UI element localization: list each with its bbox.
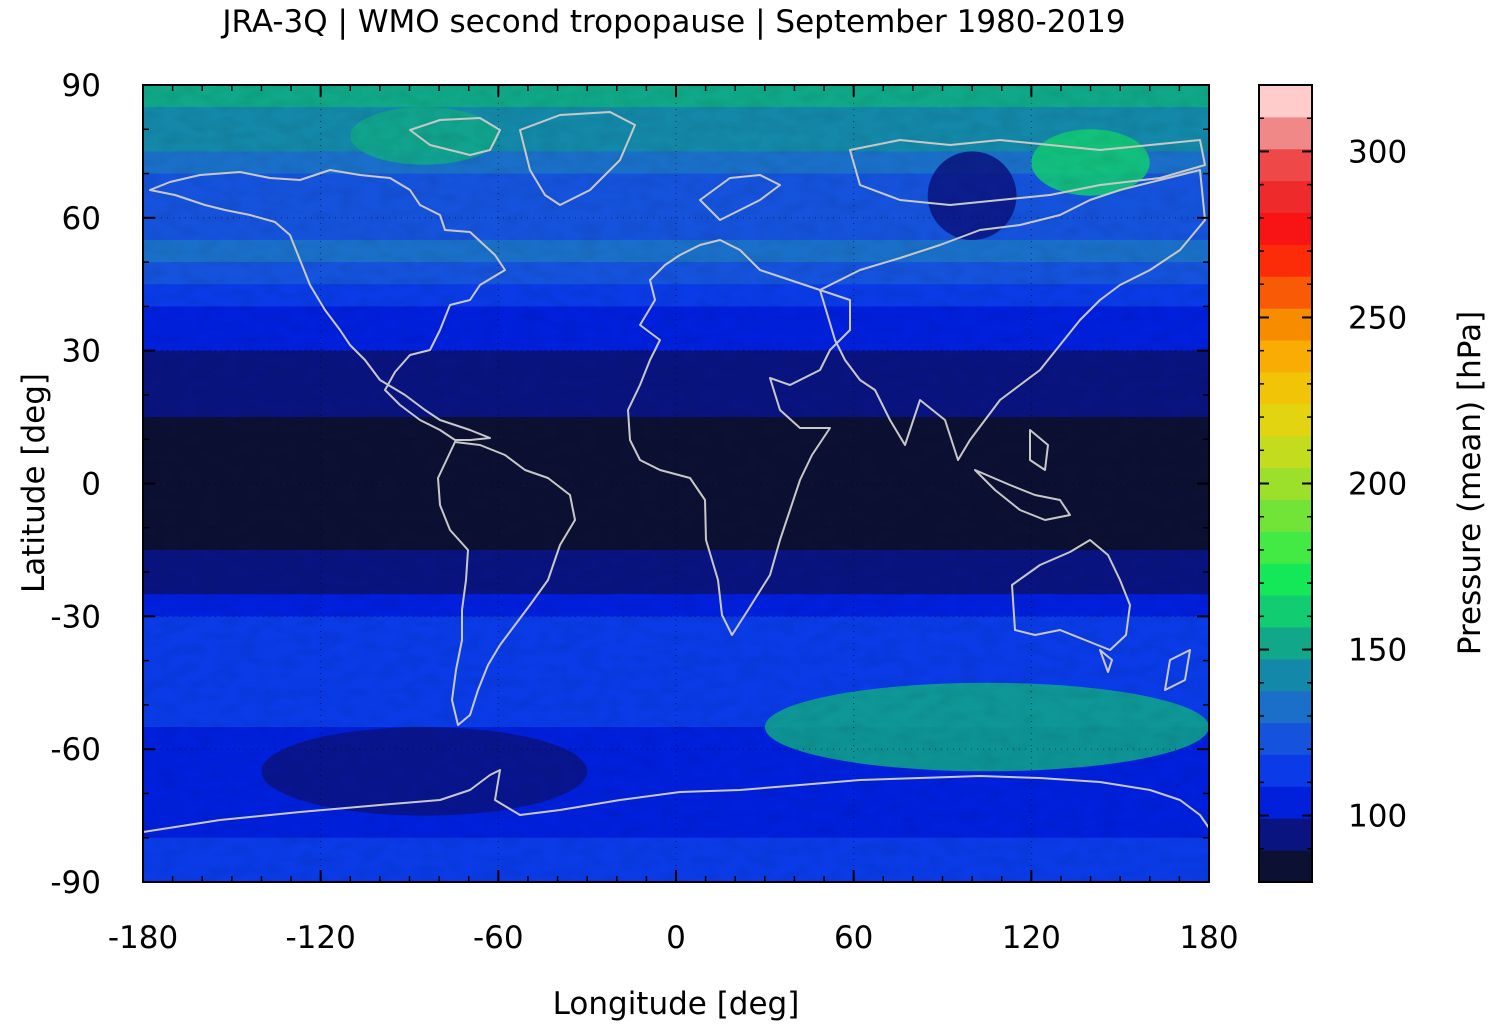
colorbar-ticks: 100 150 200 250 300	[1259, 84, 1407, 883]
colorbar-tick-label: 300	[1348, 134, 1407, 170]
x-tick-label: 120	[1002, 920, 1061, 956]
colorbar-swatch	[1259, 276, 1312, 309]
colorbar-swatch	[1259, 435, 1312, 469]
y-tick-label: -30	[50, 599, 101, 635]
colorbar-swatch	[1259, 244, 1312, 277]
chart-title: JRA-3Q | WMO second tropopause | Septemb…	[220, 4, 1125, 40]
colorbar-swatch	[1259, 690, 1312, 724]
colorbar-tick-label: 200	[1348, 467, 1407, 503]
colorbar-swatch	[1259, 563, 1312, 596]
y-tick-label: 30	[62, 334, 101, 370]
colorbar-swatch	[1259, 116, 1312, 150]
colorbar-swatch	[1259, 340, 1312, 373]
plot-area	[143, 85, 1209, 882]
colorbar-swatch	[1259, 499, 1312, 532]
colorbar-swatch	[1259, 148, 1312, 182]
colorbar-label: Pressure (mean) [hPa]	[1452, 311, 1488, 655]
colorbar-swatch	[1259, 818, 1312, 851]
colorbar-swatch	[1259, 85, 1312, 118]
colorbar-tick-label: 100	[1348, 799, 1407, 835]
colorbar-swatch	[1259, 212, 1312, 245]
y-tick-label: 60	[62, 201, 101, 237]
gridlines	[143, 85, 1209, 882]
x-tick-label: -120	[285, 920, 355, 956]
y-axis: 90 60 30 0 -30 -60 -90	[50, 68, 1209, 901]
colorbar-swatch	[1259, 371, 1312, 405]
x-tick-label: 0	[666, 920, 686, 956]
x-axis-label: Longitude [deg]	[553, 986, 800, 1022]
x-tick-label: -180	[108, 920, 178, 956]
colorbar-swatch	[1259, 308, 1312, 341]
colorbar-swatch	[1259, 722, 1312, 755]
x-tick-label: -60	[473, 920, 524, 956]
coastlines	[143, 111, 1209, 833]
y-tick-label: -60	[50, 732, 101, 768]
colorbar-swatch	[1259, 595, 1312, 628]
colorbar-swatch	[1259, 850, 1312, 883]
x-tick-label: 180	[1179, 920, 1238, 956]
x-tick-label: 60	[834, 920, 873, 956]
colorbar-swatch	[1259, 754, 1312, 787]
y-tick-label: -90	[50, 865, 101, 901]
colorbar-swatch	[1259, 531, 1312, 564]
colorbar-swatch	[1259, 786, 1312, 819]
y-tick-label: 90	[62, 68, 101, 104]
colorbar-swatch	[1259, 180, 1312, 214]
colorbar-tick-label: 250	[1348, 300, 1407, 336]
plot-frame	[142, 84, 1210, 883]
colorbar: 100 150 200 250 300 Pressure (mean) [hPa]	[1258, 84, 1488, 883]
colorbar-swatch	[1259, 403, 1312, 437]
y-axis-label: Latitude [deg]	[16, 373, 52, 593]
colorbar-swatch	[1259, 658, 1312, 692]
colorbar-swatch	[1259, 626, 1312, 660]
y-tick-label: 0	[81, 467, 101, 503]
colorbar-tick-label: 150	[1348, 633, 1407, 669]
